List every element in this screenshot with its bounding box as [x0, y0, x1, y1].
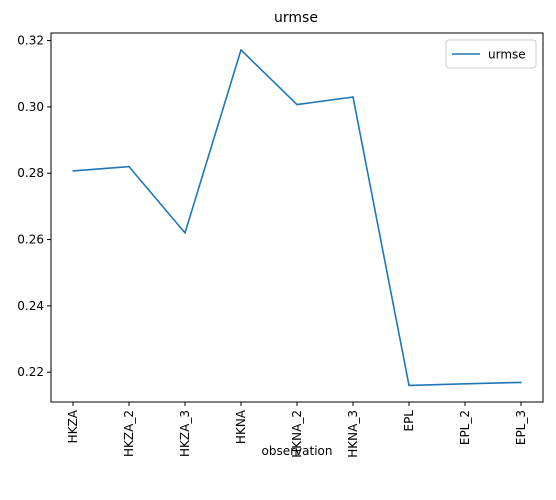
data-point [240, 49, 242, 51]
x-tick-label: HKZA_2 [122, 410, 136, 457]
y-tick-label: 0.26 [17, 233, 44, 247]
legend: urmse [445, 39, 537, 69]
x-tick-label: HKNA [234, 409, 248, 444]
y-tick-label: 0.30 [17, 100, 44, 114]
x-tick-label: HKZA_3 [178, 410, 192, 457]
data-point [72, 170, 74, 172]
data-point [128, 165, 130, 168]
data-point [408, 384, 410, 387]
x-tick-label: HKNA_2 [290, 410, 304, 458]
x-tick-label: HKZA [66, 409, 80, 443]
data-point [296, 103, 298, 106]
y-axis: 0.22 0.24 0.26 0.28 0.30 0.32 [17, 34, 51, 379]
y-tick-label: 0.28 [17, 166, 44, 180]
data-point [184, 232, 186, 234]
chart-title: urmse [274, 10, 318, 26]
x-tick-label: EPL_3 [514, 410, 528, 445]
y-tick-label: 0.24 [17, 299, 44, 313]
x-axis-label: observation [262, 444, 333, 458]
data-point [464, 382, 466, 385]
x-tick-label: HKNA_3 [346, 410, 360, 458]
series-layer [72, 49, 522, 387]
x-tick-label: EPL_2 [458, 410, 472, 445]
legend-box [445, 39, 537, 69]
legend-label-urmse: urmse [488, 48, 526, 62]
data-point [520, 381, 522, 384]
plot-frame [50, 32, 544, 403]
plot-area [51, 33, 543, 402]
data-point [352, 96, 354, 98]
y-tick-label: 0.22 [17, 365, 44, 379]
x-axis: HKZA HKZA_2 HKZA_3 HKNA HKNA_2 HKNA_3 EPL EPL_2… [66, 402, 528, 458]
y-tick-label: 0.32 [17, 34, 44, 48]
x-tick-label: EPL [402, 410, 416, 432]
